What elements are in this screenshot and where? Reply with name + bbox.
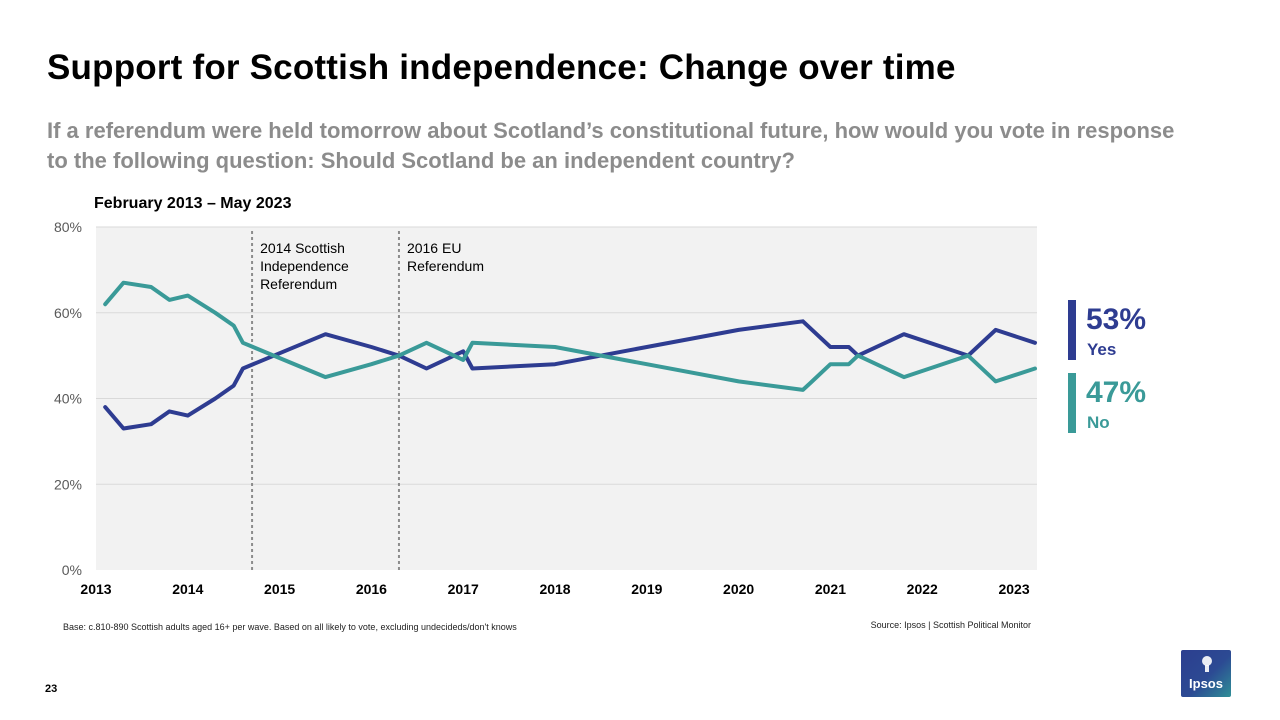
legend-no-swatch [1068, 373, 1076, 433]
y-tick-label: 20% [54, 476, 82, 492]
x-tick-label: 2020 [723, 581, 754, 597]
base-footnote: Base: c.810-890 Scottish adults aged 16+… [63, 622, 517, 632]
y-tick-label: 80% [54, 219, 82, 235]
x-tick-label: 2013 [80, 581, 111, 597]
logo-text: Ipsos [1189, 676, 1223, 691]
x-tick-label: 2015 [264, 581, 295, 597]
ipsos-mark-icon [1202, 656, 1212, 672]
x-tick-label: 2019 [631, 581, 662, 597]
y-tick-label: 60% [54, 305, 82, 321]
x-tick-label: 2021 [815, 581, 846, 597]
ipsos-logo: Ipsos [1181, 650, 1231, 697]
event-annotation: Referendum [407, 258, 484, 274]
event-annotation: Referendum [260, 276, 337, 292]
period-label: February 2013 – May 2023 [94, 195, 292, 212]
x-tick-label: 2023 [998, 581, 1029, 597]
legend-yes-percent: 53% [1086, 303, 1147, 336]
page-number: 23 [45, 683, 58, 695]
legend-yes-swatch [1068, 300, 1076, 360]
event-annotation: Independence [260, 258, 349, 274]
series-line-no [103, 280, 1037, 392]
x-tick-label: 2016 [356, 581, 387, 597]
legend-yes-label: Yes [1087, 340, 1117, 359]
page-title: Support for Scottish independence: Chang… [47, 48, 956, 87]
source-footnote: Source: Ipsos | Scottish Political Monit… [870, 620, 1031, 630]
x-tick-label: 2018 [539, 581, 570, 597]
event-annotation: 2014 Scottish [260, 240, 345, 256]
y-tick-label: 0% [62, 562, 82, 578]
survey-question: If a referendum were held tomorrow about… [47, 118, 1175, 173]
legend-no-percent: 47% [1086, 376, 1147, 409]
y-tick-label: 40% [54, 391, 82, 407]
event-annotation: 2016 EU [407, 240, 461, 256]
x-tick-label: 2014 [172, 581, 203, 597]
series-line-yes [103, 319, 1037, 431]
x-tick-label: 2017 [448, 581, 479, 597]
x-tick-label: 2022 [907, 581, 938, 597]
legend-no-label: No [1087, 413, 1110, 432]
